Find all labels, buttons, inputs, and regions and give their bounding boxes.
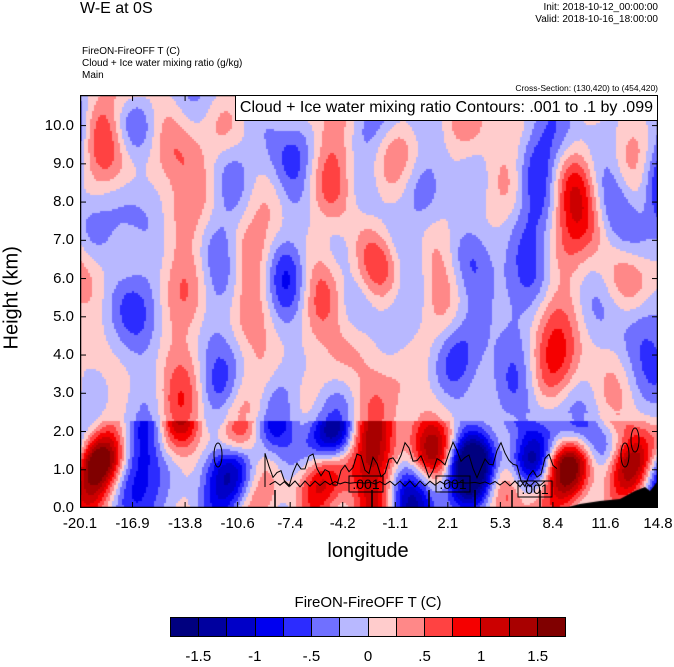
- cloud-contour-line: [269, 480, 546, 488]
- x-tick-label: 14.8: [643, 515, 673, 532]
- colorbar-swatch: [396, 618, 425, 636]
- init-time: Init: 2018-10-12_00:00:00: [543, 2, 658, 13]
- colorbar-label: 1.5: [527, 648, 549, 665]
- colorbar-swatch: [340, 618, 369, 636]
- colorbar-swatch: [227, 618, 256, 636]
- x-tick-label: -1.1: [382, 515, 409, 532]
- x-tick-label: -13.8: [167, 515, 203, 532]
- y-tick-label: 2.0: [53, 422, 74, 440]
- x-tick-label: 2.1: [437, 515, 459, 532]
- y-tick-label: 7.0: [53, 231, 74, 249]
- colorbar-label: 1: [476, 648, 486, 665]
- colorbar-title: FireON-FireOFF T (C): [294, 594, 442, 611]
- y-tick-label: 3.0: [53, 384, 74, 402]
- y-tick-label: 1.0: [53, 460, 74, 478]
- colorbar-swatch: [509, 618, 538, 636]
- contour-label-box: [435, 475, 471, 493]
- colorbar-label: -1: [248, 648, 262, 665]
- colorbar-label: -.5: [302, 648, 321, 665]
- subtitle-run: Main: [82, 70, 104, 81]
- colorbar-swatch: [453, 618, 482, 636]
- valid-time: Valid: 2018-10-16_18:00:00: [535, 14, 658, 25]
- cloud-contour-line: [264, 440, 558, 488]
- colorbar-label: 0: [363, 648, 373, 665]
- y-tick-label: 4.0: [53, 346, 74, 364]
- cloud-contour-line: [213, 442, 223, 468]
- colorbar-swatch: [368, 618, 397, 636]
- colorbar-swatch: [424, 618, 454, 636]
- x-tick-label: -7.4: [277, 515, 304, 532]
- plot-frame: [80, 95, 658, 508]
- y-axis-label: Height (km): [0, 246, 23, 350]
- colorbar-swatch: [255, 618, 284, 636]
- contour-info-box: Cloud + Ice water mixing ratio Contours:…: [234, 95, 658, 121]
- x-tick-label: -4.2: [329, 515, 356, 532]
- x-tick-label: 11.6: [591, 515, 620, 532]
- colorbar-swatch: [312, 618, 341, 636]
- colorbar: [170, 617, 566, 637]
- subtitle-contour: Cloud + Ice water mixing ratio (g/kg): [82, 58, 243, 69]
- y-tick-label: 0.0: [53, 499, 74, 516]
- y-tick-label: 8.0: [53, 193, 74, 211]
- contour-label-box: [348, 475, 384, 493]
- colorbar-swatch: [283, 618, 313, 636]
- cloud-contour-line: [630, 427, 640, 453]
- subtitle-field: FireON-FireOFF T (C): [82, 46, 180, 57]
- x-tick-label: -20.1: [62, 515, 98, 532]
- contour-label: .001: [521, 481, 548, 497]
- temperature-difference-field: [80, 95, 658, 508]
- y-tick-label: 10.0: [44, 116, 74, 134]
- contour-label-box: [517, 480, 553, 498]
- plot-title: W-E at 0S: [80, 0, 153, 17]
- colorbar-swatch: [537, 618, 566, 636]
- contour-label: .001: [352, 476, 379, 492]
- x-axis-label: longitude: [327, 540, 409, 562]
- y-tick-label: 9.0: [53, 154, 74, 172]
- x-tick-label: -16.9: [115, 515, 150, 532]
- y-tick-label: 5.0: [53, 307, 74, 325]
- colorbar-label: .5: [418, 648, 431, 665]
- contour-overlay: .001 .001 .001: [80, 95, 658, 508]
- cloud-contour-line: [620, 442, 630, 468]
- colorbar-swatch: [481, 618, 510, 636]
- colorbar-swatch: [171, 618, 200, 636]
- x-tick-label: 8.4: [542, 515, 564, 532]
- y-tick-label: 6.0: [53, 269, 74, 287]
- cross-section-label: Cross-Section: (130,420) to (454,420): [515, 83, 658, 93]
- x-tick-label: 5.3: [489, 515, 511, 532]
- colorbar-label: -1.5: [185, 648, 212, 665]
- plot-area: .001 .001 .001: [80, 95, 658, 508]
- x-tick-label: -10.6: [220, 515, 255, 532]
- contour-label: .001: [439, 476, 466, 492]
- colorbar-swatch: [199, 618, 228, 636]
